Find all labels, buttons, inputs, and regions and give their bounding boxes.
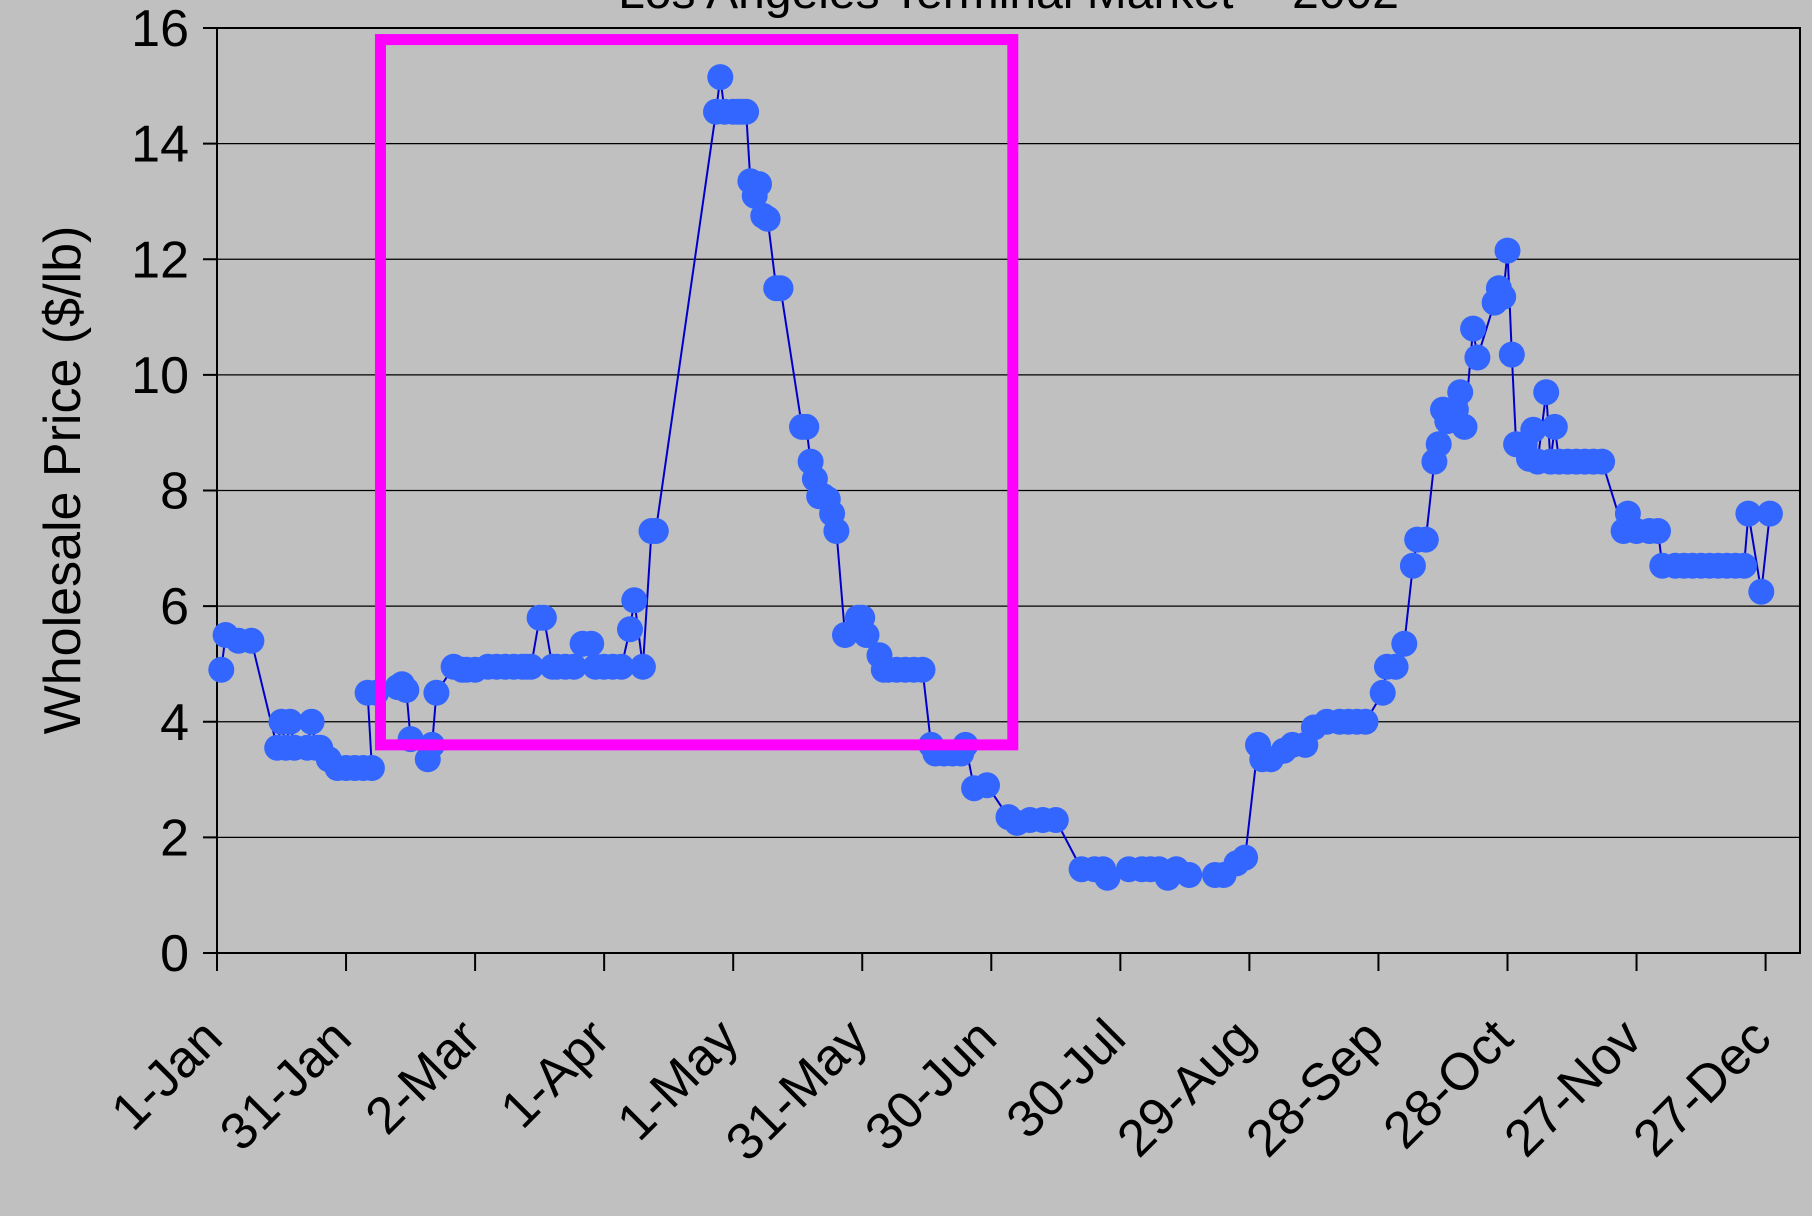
data-point	[1756, 500, 1783, 527]
data-point	[358, 755, 385, 781]
data-point	[393, 677, 420, 703]
data-point	[518, 653, 544, 680]
data-point	[1425, 431, 1452, 458]
data-point	[1490, 283, 1517, 310]
data-point	[617, 616, 643, 643]
data-point	[208, 656, 235, 683]
data-point	[909, 656, 936, 683]
data-point	[1176, 862, 1203, 888]
data-point	[608, 653, 635, 680]
data-point	[1412, 526, 1439, 553]
data-point	[1589, 448, 1616, 475]
y-tick-label: 4	[160, 694, 189, 752]
data-point	[1352, 708, 1379, 735]
data-point	[642, 518, 669, 544]
y-axis: 0 2 4 6 8 10 12 14 16	[131, 0, 217, 983]
data-point	[1232, 844, 1259, 871]
data-point	[1369, 679, 1396, 706]
data-point	[629, 653, 656, 680]
data-point	[1533, 379, 1560, 406]
highlight-box	[374, 34, 1019, 751]
data-point	[1382, 653, 1409, 680]
data-point	[1520, 416, 1547, 443]
data-point	[707, 64, 734, 91]
data-point	[1451, 413, 1478, 440]
chart-title: Los Angeles Terminal Market -- 2002	[618, 0, 1399, 19]
data-point	[277, 708, 304, 735]
data-point	[621, 587, 648, 614]
data-point	[754, 205, 781, 232]
data-point	[853, 622, 880, 648]
data-point	[530, 604, 557, 631]
y-tick-label: 16	[131, 0, 189, 58]
data-point	[578, 630, 605, 657]
data-point	[733, 98, 760, 125]
data-point	[1494, 237, 1521, 264]
data-point	[974, 772, 1000, 799]
y-tick-label: 8	[160, 463, 189, 521]
data-point	[1391, 630, 1418, 657]
data-point	[1645, 518, 1671, 544]
data-point	[1541, 413, 1568, 440]
data-point	[1464, 344, 1491, 371]
y-tick-label: 10	[131, 347, 189, 405]
data-point	[1399, 552, 1426, 579]
y-tick-label: 14	[131, 116, 189, 174]
data-point	[298, 708, 325, 735]
data-point	[423, 679, 450, 706]
data-point	[767, 275, 794, 302]
data-point	[1094, 864, 1121, 891]
data-point	[746, 171, 772, 198]
data-point	[1748, 578, 1775, 605]
data-point	[561, 653, 587, 680]
data-point	[238, 627, 265, 654]
data-point	[823, 518, 850, 544]
data-point	[1735, 500, 1762, 527]
y-tick-label: 6	[160, 578, 189, 636]
y-axis-title: Wholesale Price ($/lb)	[34, 226, 92, 735]
y-tick-label: 0	[160, 925, 189, 983]
data-point	[1447, 379, 1474, 406]
y-tick-label: 2	[160, 809, 189, 867]
y-tick-label: 12	[131, 231, 189, 289]
data-point	[1460, 315, 1487, 342]
data-point	[1731, 552, 1758, 579]
data-point	[793, 413, 820, 440]
data-point	[1498, 341, 1525, 368]
data-point	[1042, 807, 1069, 833]
